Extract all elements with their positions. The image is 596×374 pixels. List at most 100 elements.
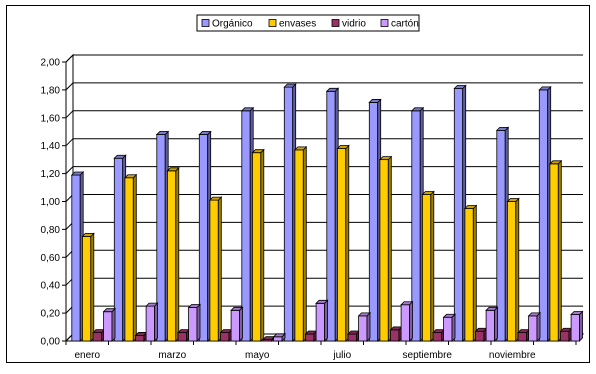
bar-side [557,159,562,342]
bar-top [81,232,95,237]
bar [570,314,580,342]
bar-side [217,196,222,342]
legend-swatch [268,19,277,27]
bar [421,194,432,342]
bar [506,201,517,342]
bar [113,157,124,342]
bar [347,333,357,342]
x-tick-label: noviembre [489,350,536,361]
bar-side [345,144,350,342]
bar [400,304,410,342]
bar-side [472,204,477,342]
bar [241,110,251,342]
gridline [65,54,583,63]
bar [209,199,219,342]
bar-top [506,198,520,202]
bar [538,89,549,342]
y-tick-label: 0,00 [41,337,61,348]
bar [103,311,113,342]
x-tick-label: marzo [158,350,186,361]
bar-top [272,333,286,338]
legend-swatch [201,19,210,27]
legend-label: Orgánico [212,19,253,30]
bar [230,309,240,342]
bar [305,333,315,342]
bar-top [548,160,563,165]
bar-top [315,299,329,304]
bar [517,332,527,342]
bar-side [239,306,243,342]
y-tick-label: 1,40 [41,141,61,152]
y-tick-label: 0,40 [41,281,61,292]
legend-label: envases [279,19,316,30]
bar-side [154,302,158,342]
bar-top [325,87,340,92]
bar [485,309,495,342]
bar [411,110,421,342]
bar-top [293,146,308,151]
bar [166,170,177,342]
bar-top [240,107,255,112]
y-tick-label: 1,20 [41,169,61,180]
bar-top [102,308,116,313]
bar-top [336,145,350,149]
bar-top [155,131,170,135]
bar [560,330,570,342]
bar-top [283,83,297,88]
bar-side [324,299,328,342]
bar-top [527,312,541,317]
bar-top [442,313,456,318]
bar-top [453,85,467,89]
bar-top [400,301,414,306]
bar [379,159,389,342]
bar-top [208,196,223,201]
bar-side [430,190,435,342]
bar-top [485,306,499,311]
y-tick-label: 0,20 [41,309,61,320]
bar-top [538,86,552,91]
bar [358,315,368,342]
bar [496,129,506,342]
bar-top [378,156,393,161]
bar [273,336,283,342]
bar [528,315,538,342]
bar [443,316,453,342]
bar [390,329,400,342]
bar-side [196,303,201,342]
y-tick-label: 2,00 [41,58,61,69]
bar-side [260,148,265,342]
bar [336,148,347,342]
bar [294,149,304,342]
bar-top [123,174,138,179]
bar-top [166,167,180,172]
bar-side [132,173,137,342]
bar [283,86,294,342]
y-tick-label: 1,00 [41,197,61,208]
bar [453,88,464,342]
bar-top [495,126,510,131]
bar [475,330,485,342]
bar [251,152,262,342]
x-tick-label: septiembre [403,350,453,361]
bar [71,174,81,342]
y-tick-label: 1,80 [41,85,61,96]
bar-side [515,197,520,342]
bar [368,102,379,342]
bar-top [421,191,435,195]
legend-swatch [331,19,340,27]
bar [432,332,442,342]
gridline [65,82,583,91]
x-tick-label: enero [74,350,100,361]
bar [326,90,336,342]
bar-side [111,307,116,342]
y-tick-label: 0,80 [41,225,61,236]
bar-side [451,313,456,342]
y-tick-label: 1,60 [41,113,61,124]
bar-side [366,311,371,342]
bar-top [357,312,371,317]
bar-top [70,171,85,176]
bar-side [494,306,498,342]
bar-top [463,205,478,209]
y-tick-label: 0,60 [41,253,61,264]
